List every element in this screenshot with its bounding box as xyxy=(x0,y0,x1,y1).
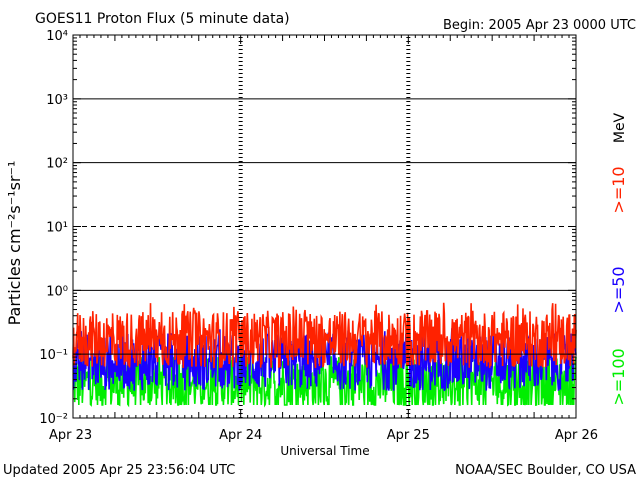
legend: >=10 >=50 >=100 MeV xyxy=(609,112,628,405)
y-tick-label: 10⁰ xyxy=(46,284,68,299)
y-axis: 10⁻² 10⁻¹ 10⁰ 10¹ 10² 10³ 10⁴ xyxy=(39,29,576,427)
updated-time: Updated 2005 Apr 25 23:56:04 UTC xyxy=(3,463,235,478)
y-tick-label: 10² xyxy=(46,157,68,172)
x-tick-label: Apr 25 xyxy=(387,428,430,443)
legend-unit: MeV xyxy=(612,112,628,143)
x-tick-label: Apr 24 xyxy=(219,428,262,443)
legend-label-2: >=100 xyxy=(609,348,628,405)
threshold-lines xyxy=(73,98,576,355)
chart-title: GOES11 Proton Flux (5 minute data) xyxy=(35,11,290,27)
y-tick-label: 10¹ xyxy=(46,221,68,236)
x-tick-label: Apr 23 xyxy=(49,428,92,443)
x-tick-label: Apr 26 xyxy=(555,428,598,443)
legend-label-0: >=10 xyxy=(609,166,628,213)
x-axis: Apr 23 Apr 24 Apr 25 Apr 26 xyxy=(49,35,598,443)
y-tick-label: 10⁻¹ xyxy=(39,348,68,363)
y-tick-label: 10⁴ xyxy=(46,29,68,44)
series-layer xyxy=(72,302,577,408)
y-tick-label: 10⁻² xyxy=(39,412,68,427)
credit-text: NOAA/SEC Boulder, CO USA xyxy=(455,463,636,478)
legend-label-1: >=50 xyxy=(609,266,628,313)
y-axis-title: Particles cm⁻²s⁻¹sr⁻¹ xyxy=(5,161,24,326)
y-tick-label: 10³ xyxy=(46,93,68,108)
begin-time: Begin: 2005 Apr 23 0000 UTC xyxy=(443,18,636,33)
x-axis-title: Universal Time xyxy=(280,444,369,458)
series-line-0 xyxy=(72,302,577,369)
